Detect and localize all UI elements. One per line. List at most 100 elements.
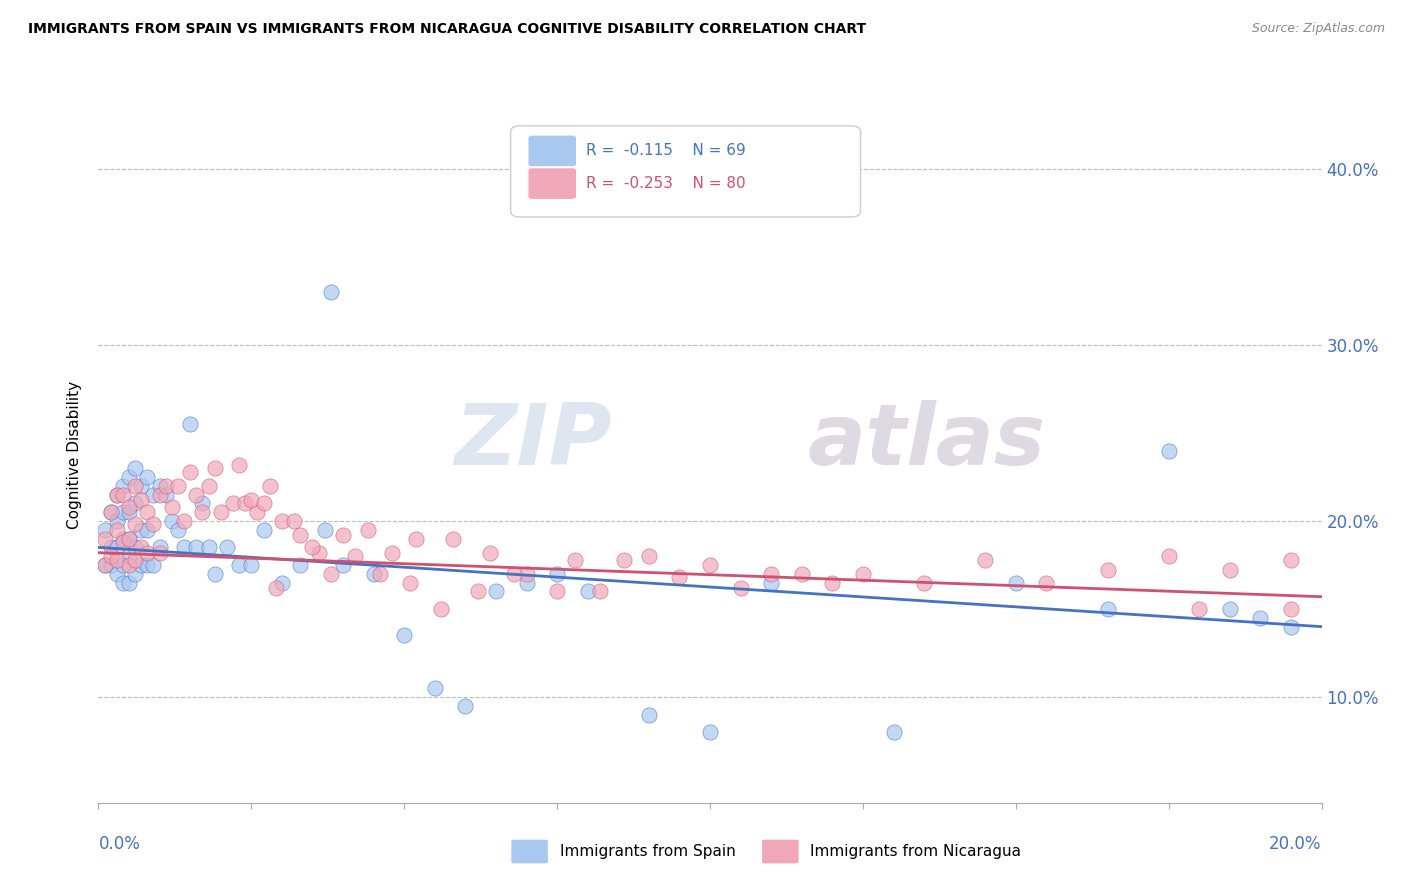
Point xyxy=(759,575,782,590)
Point xyxy=(912,575,935,590)
Point xyxy=(356,523,378,537)
Point xyxy=(118,549,141,564)
Point xyxy=(1157,549,1180,564)
Point xyxy=(332,558,354,572)
Text: ZIP: ZIP xyxy=(454,400,612,483)
Point xyxy=(191,505,214,519)
Point xyxy=(883,725,905,739)
Point xyxy=(759,566,782,581)
Point xyxy=(179,417,201,431)
Point xyxy=(118,500,141,514)
Point xyxy=(186,541,208,555)
Point xyxy=(637,549,661,564)
Text: Immigrants from Nicaragua: Immigrants from Nicaragua xyxy=(810,844,1021,859)
Point xyxy=(197,479,219,493)
Point xyxy=(149,479,172,493)
Point xyxy=(467,584,489,599)
Point xyxy=(155,487,177,501)
Text: Source: ZipAtlas.com: Source: ZipAtlas.com xyxy=(1251,22,1385,36)
Point xyxy=(155,479,177,493)
Text: atlas: atlas xyxy=(808,400,1046,483)
Point xyxy=(111,535,134,549)
Point xyxy=(478,546,501,560)
Point xyxy=(441,532,464,546)
Point xyxy=(160,514,183,528)
Point xyxy=(124,552,146,566)
Point xyxy=(233,496,256,510)
Point xyxy=(430,602,453,616)
Point xyxy=(118,575,141,590)
Point xyxy=(105,514,128,528)
Point xyxy=(564,552,586,566)
Point xyxy=(100,505,122,519)
Point xyxy=(264,581,287,595)
Point xyxy=(516,566,538,581)
Point xyxy=(124,496,146,510)
Point xyxy=(1219,563,1241,577)
Point xyxy=(1004,575,1026,590)
Point xyxy=(160,500,183,514)
Point xyxy=(240,492,263,507)
Point xyxy=(105,523,128,537)
Point xyxy=(381,546,404,560)
Point xyxy=(136,470,159,484)
Point xyxy=(111,575,134,590)
Point xyxy=(368,566,391,581)
Point xyxy=(111,487,134,501)
Point xyxy=(111,558,134,572)
Point xyxy=(1097,563,1119,577)
Point xyxy=(363,566,385,581)
Point xyxy=(699,558,721,572)
Point xyxy=(118,505,141,519)
Point xyxy=(142,487,165,501)
Point xyxy=(136,523,159,537)
Point xyxy=(1249,611,1271,625)
Point xyxy=(105,566,128,581)
Point xyxy=(105,487,128,501)
Point xyxy=(142,558,165,572)
Point xyxy=(93,558,115,572)
Point xyxy=(270,514,292,528)
Point xyxy=(613,552,636,566)
Point xyxy=(124,517,146,532)
Point xyxy=(399,575,422,590)
Point xyxy=(149,541,172,555)
Point xyxy=(1279,620,1302,634)
Point xyxy=(136,558,159,572)
Point xyxy=(576,584,599,599)
Point xyxy=(204,461,226,475)
Text: R =  -0.115    N = 69: R = -0.115 N = 69 xyxy=(586,144,747,159)
Point xyxy=(1279,552,1302,566)
Point xyxy=(1035,575,1057,590)
FancyBboxPatch shape xyxy=(527,135,576,167)
Point xyxy=(1279,602,1302,616)
Point xyxy=(392,628,416,642)
Point xyxy=(129,541,152,555)
Point xyxy=(118,558,141,572)
Text: 0.0%: 0.0% xyxy=(98,835,141,853)
Point xyxy=(100,558,122,572)
Point xyxy=(111,532,134,546)
Point xyxy=(124,541,146,555)
Point xyxy=(228,458,250,472)
Y-axis label: Cognitive Disability: Cognitive Disability xyxy=(67,381,83,529)
Point xyxy=(186,487,208,501)
Point xyxy=(485,584,508,599)
Text: 20.0%: 20.0% xyxy=(1270,835,1322,853)
Point xyxy=(167,523,190,537)
Point xyxy=(228,558,250,572)
Point xyxy=(93,558,115,572)
Point xyxy=(319,566,342,581)
Point xyxy=(1219,602,1241,616)
Point xyxy=(179,465,201,479)
Point xyxy=(93,523,115,537)
Point xyxy=(974,552,997,566)
Point xyxy=(149,546,172,560)
Point xyxy=(240,558,263,572)
Text: R =  -0.253    N = 80: R = -0.253 N = 80 xyxy=(586,176,747,191)
Point xyxy=(301,541,323,555)
Point xyxy=(730,581,752,595)
Point xyxy=(668,570,690,584)
Text: IMMIGRANTS FROM SPAIN VS IMMIGRANTS FROM NICARAGUA COGNITIVE DISABILITY CORRELAT: IMMIGRANTS FROM SPAIN VS IMMIGRANTS FROM… xyxy=(28,22,866,37)
Point xyxy=(105,487,128,501)
